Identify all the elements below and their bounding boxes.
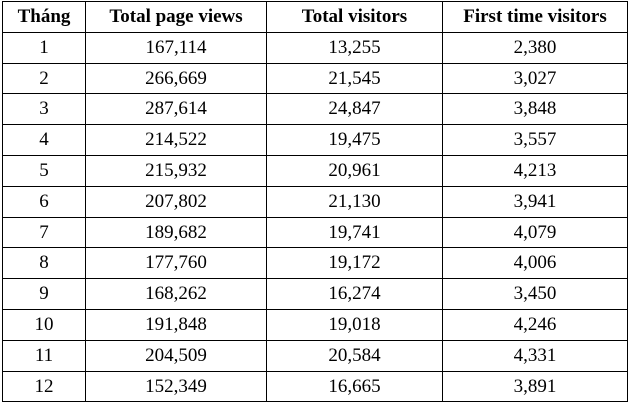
table-row: 4 214,522 19,475 3,557: [2, 124, 628, 156]
header-first-time-visitors: First time visitors: [442, 1, 628, 33]
cell-total-page-views: 177,760: [85, 247, 267, 280]
cell-month: 9: [2, 278, 86, 310]
cell-first-time-visitors: 4,246: [442, 308, 628, 341]
cell-first-time-visitors: 2,380: [442, 31, 628, 64]
cell-total-visitors: 19,475: [266, 124, 443, 156]
cell-total-page-views: 191,848: [85, 308, 267, 341]
table-row: 2 266,669 21,545 3,027: [2, 62, 628, 95]
cell-total-visitors: 24,847: [266, 93, 443, 126]
table-row: 9 168,262 16,274 3,450: [2, 278, 628, 310]
cell-total-page-views: 204,509: [85, 339, 267, 372]
cell-total-page-views: 167,114: [85, 31, 267, 64]
cell-total-page-views: 287,614: [85, 93, 267, 126]
cell-first-time-visitors: 4,079: [442, 216, 628, 249]
cell-first-time-visitors: 3,891: [442, 370, 628, 402]
cell-month: 8: [2, 247, 86, 280]
header-total-visitors: Total visitors: [266, 1, 443, 33]
table-row: 6 207,802 21,130 3,941: [2, 185, 628, 218]
table-row: 10 191,848 19,018 4,246: [2, 308, 628, 341]
cell-total-visitors: 16,274: [266, 278, 443, 310]
cell-first-time-visitors: 3,027: [442, 62, 628, 95]
cell-total-page-views: 266,669: [85, 62, 267, 95]
cell-month: 6: [2, 185, 86, 218]
cell-total-page-views: 152,349: [85, 370, 267, 402]
cell-total-visitors: 21,130: [266, 185, 443, 218]
table-body: 1 167,114 13,255 2,380 2 266,669 21,545 3,027 3 2…: [2, 31, 628, 402]
cell-first-time-visitors: 4,213: [442, 154, 628, 187]
cell-total-page-views: 168,262: [85, 278, 267, 310]
table-row: 8 177,760 19,172 4,006: [2, 247, 628, 280]
cell-month: 2: [2, 62, 86, 95]
cell-total-page-views: 215,932: [85, 154, 267, 187]
cell-total-page-views: 207,802: [85, 185, 267, 218]
cell-first-time-visitors: 3,941: [442, 185, 628, 218]
cell-first-time-visitors: 3,450: [442, 278, 628, 310]
cell-total-visitors: 16,665: [266, 370, 443, 402]
table-row: 1 167,114 13,255 2,380: [2, 31, 628, 64]
header-total-page-views: Total page views: [85, 1, 267, 33]
cell-first-time-visitors: 4,331: [442, 339, 628, 372]
table-row: 11 204,509 20,584 4,331: [2, 339, 628, 372]
cell-first-time-visitors: 3,557: [442, 124, 628, 156]
cell-total-visitors: 19,018: [266, 308, 443, 341]
cell-total-visitors: 19,741: [266, 216, 443, 249]
cell-first-time-visitors: 4,006: [442, 247, 628, 280]
header-row: Tháng Total page views Total visitors Fi…: [2, 1, 628, 33]
cell-total-visitors: 20,584: [266, 339, 443, 372]
table-row: 5 215,932 20,961 4,213: [2, 154, 628, 187]
cell-total-page-views: 214,522: [85, 124, 267, 156]
cell-month: 1: [2, 31, 86, 64]
cell-first-time-visitors: 3,848: [442, 93, 628, 126]
cell-month: 4: [2, 124, 86, 156]
header-month: Tháng: [2, 1, 86, 33]
cell-total-visitors: 19,172: [266, 247, 443, 280]
cell-total-visitors: 13,255: [266, 31, 443, 64]
table-row: 7 189,682 19,741 4,079: [2, 216, 628, 249]
cell-total-visitors: 20,961: [266, 154, 443, 187]
cell-total-visitors: 21,545: [266, 62, 443, 95]
cell-total-page-views: 189,682: [85, 216, 267, 249]
cell-month: 3: [2, 93, 86, 126]
cell-month: 7: [2, 216, 86, 249]
cell-month: 11: [2, 339, 86, 372]
cell-month: 10: [2, 308, 86, 341]
table-row: 3 287,614 24,847 3,848: [2, 93, 628, 126]
table-row: 12 152,349 16,665 3,891: [2, 370, 628, 402]
cell-month: 12: [2, 370, 86, 402]
cell-month: 5: [2, 154, 86, 187]
